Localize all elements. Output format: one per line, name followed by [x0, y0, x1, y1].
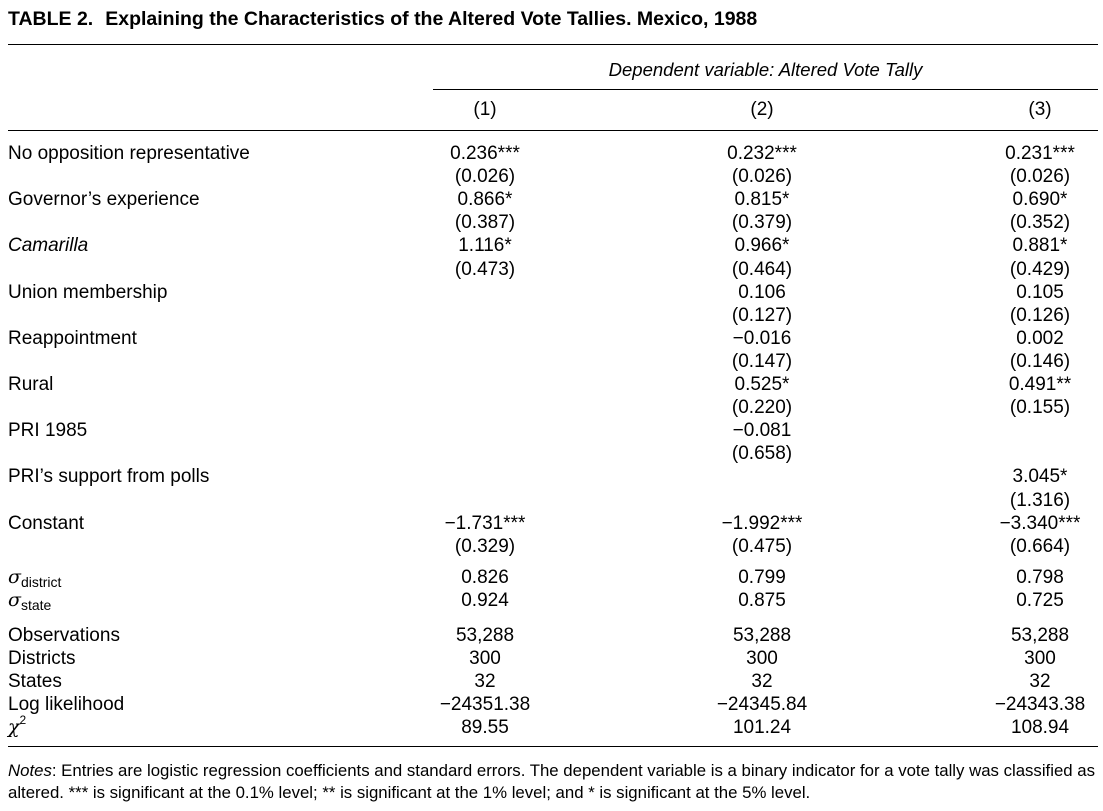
table-cell: (0.352)	[1009, 212, 1071, 233]
table-cell: −1.992***	[721, 513, 803, 534]
table-cell: 108.94	[1010, 717, 1070, 738]
table-cell: 0.866*	[457, 189, 513, 210]
table-cell: (0.329)	[454, 536, 516, 557]
table-cell: 0.105	[1016, 282, 1064, 303]
chi-squared-label: χ2	[8, 713, 27, 741]
table-cell: 0.799	[738, 567, 786, 588]
table-cell: 0.232***	[727, 143, 797, 164]
table-title: TABLE 2. Explaining the Characteristics o…	[8, 8, 757, 31]
sigma-subscript: state	[20, 597, 52, 613]
stat-label: Log likelihood	[8, 694, 125, 715]
table-cell: 0.798	[1016, 567, 1064, 588]
table-cell: 101.24	[732, 717, 792, 738]
table-cell: (0.147)	[731, 351, 793, 372]
table-cell: (0.658)	[731, 443, 793, 464]
table-cell: 89.55	[461, 717, 509, 738]
table-cell: (0.387)	[454, 212, 516, 233]
table-cell: 0.525*	[734, 374, 790, 395]
column-header-1: (1)	[473, 99, 497, 120]
row-label: Governor’s experience	[8, 189, 200, 210]
table-cell: 0.106	[738, 282, 786, 303]
dependent-variable-header: Dependent variable: Altered Vote Tally	[608, 59, 923, 80]
table-cell: −24343.38	[994, 694, 1086, 715]
chi-symbol: χ	[8, 716, 20, 738]
sigma-subscript: district	[20, 574, 62, 590]
table-cell: −3.340***	[999, 513, 1081, 534]
table-cell: 300	[1024, 648, 1056, 669]
sigma-symbol: σ	[8, 566, 21, 588]
table-cell: 53,288	[455, 625, 515, 646]
header-rule	[8, 130, 1098, 131]
sigma-symbol: σ	[8, 589, 21, 611]
table-cell: 0.231***	[1005, 143, 1075, 164]
table-cell: 53,288	[1010, 625, 1070, 646]
bottom-rule	[8, 746, 1098, 747]
chi-superscript: 2	[19, 713, 27, 727]
table-cell: 0.236***	[450, 143, 520, 164]
sigma-state-label: σstate	[8, 589, 51, 613]
table-cell: (0.220)	[731, 397, 793, 418]
table-cell: (0.146)	[1009, 351, 1071, 372]
table-cell: 0.826	[461, 567, 509, 588]
table-cell: 32	[751, 671, 773, 692]
table-notes: Notes: Entries are logistic regression c…	[8, 760, 1100, 804]
table-cell: (0.379)	[731, 212, 793, 233]
table-cell: 0.002	[1016, 328, 1064, 349]
table-cell: (0.473)	[454, 259, 516, 280]
table-cell: 0.725	[1016, 590, 1064, 611]
table-cell: 0.875	[738, 590, 786, 611]
stat-label: Observations	[8, 625, 120, 646]
table-cell: −24345.84	[716, 694, 808, 715]
table-cell: 0.924	[461, 590, 509, 611]
table-cell: 3.045*	[1012, 466, 1068, 487]
notes-text: : Entries are logistic regression coeffi…	[8, 761, 1095, 802]
dependent-variable-rule	[433, 89, 1098, 90]
stat-label: States	[8, 671, 62, 692]
row-label: PRI’s support from polls	[8, 466, 210, 487]
table-cell: (0.126)	[1009, 305, 1071, 326]
table-cell: (1.316)	[1009, 490, 1071, 511]
table-cell: (0.026)	[1009, 166, 1071, 187]
row-label: Reappointment	[8, 328, 137, 349]
table-cell: 0.491**	[1008, 374, 1072, 395]
stat-label: Districts	[8, 648, 76, 669]
row-label: Union membership	[8, 282, 168, 303]
table-cell: (0.026)	[731, 166, 793, 187]
row-label: Camarilla	[8, 235, 89, 256]
table-cell: 53,288	[732, 625, 792, 646]
table-cell: 0.815*	[734, 189, 790, 210]
table-cell: (0.464)	[731, 259, 793, 280]
table-cell: −0.016	[732, 328, 792, 349]
table-cell: 300	[469, 648, 501, 669]
table-cell: 0.881*	[1012, 235, 1068, 256]
notes-label: Notes	[8, 761, 52, 780]
table-number: TABLE 2.	[8, 8, 94, 30]
table-cell: (0.155)	[1009, 397, 1071, 418]
row-label: No opposition representative	[8, 143, 250, 164]
table-cell: −0.081	[732, 420, 792, 441]
table-cell: (0.429)	[1009, 259, 1071, 280]
row-label: Constant	[8, 513, 85, 534]
table-cell: −24351.38	[439, 694, 531, 715]
table-cell: (0.127)	[731, 305, 793, 326]
column-header-2: (2)	[750, 99, 774, 120]
table-cell: (0.026)	[454, 166, 516, 187]
sigma-district-label: σdistrict	[8, 566, 61, 590]
table-caption: Explaining the Characteristics of the Al…	[105, 8, 758, 30]
top-rule	[8, 44, 1098, 45]
table-cell: 0.966*	[734, 235, 790, 256]
table-cell: (0.475)	[731, 536, 793, 557]
table-cell: 32	[474, 671, 496, 692]
column-header-3: (3)	[1028, 99, 1052, 120]
table-cell: 32	[1029, 671, 1051, 692]
row-label: PRI 1985	[8, 420, 88, 441]
table-cell: −1.731***	[444, 513, 526, 534]
table-cell: 1.116*	[458, 235, 512, 256]
row-label: Rural	[8, 374, 54, 395]
table-cell: 0.690*	[1012, 189, 1068, 210]
table-cell: 300	[746, 648, 778, 669]
table-cell: (0.664)	[1009, 536, 1071, 557]
